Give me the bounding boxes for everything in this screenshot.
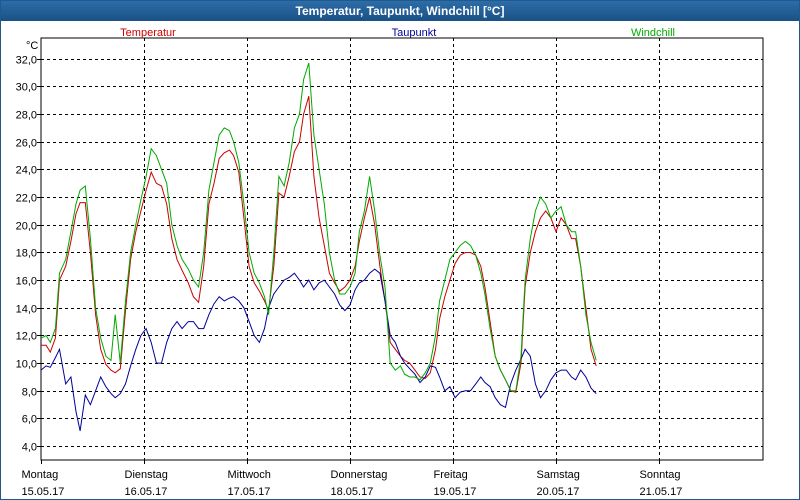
x-tick-day-label: Samstag bbox=[537, 469, 580, 481]
plot-area: 4,0 6,0 8,0 10,0 12,0 14,0 16,0 18,0 20,0 22,0 24,… bbox=[1, 22, 799, 499]
y-tick-label: 16,0 bbox=[16, 276, 37, 288]
legend-entry-temperatur: Temperatur bbox=[120, 27, 176, 39]
y-tick-label: 32,0 bbox=[16, 55, 37, 67]
series-line-taupunkt bbox=[41, 268, 597, 432]
y-tick-label: 18,0 bbox=[16, 248, 37, 260]
y-tick-label: 14,0 bbox=[16, 304, 37, 316]
x-tick-day-label: Freitag bbox=[434, 469, 468, 481]
legend-entry-windchill: Windchill bbox=[631, 27, 675, 39]
y-tick-label: 20,0 bbox=[16, 221, 37, 233]
x-tick-day-label: Sonntag bbox=[640, 469, 681, 481]
y-tick-label: 24,0 bbox=[16, 165, 37, 177]
y-tick-label: 30,0 bbox=[16, 82, 37, 94]
y-tick-label: 28,0 bbox=[16, 110, 37, 122]
x-tick-day-label: Montag bbox=[22, 469, 59, 481]
x-tick-date-label: 21.05.17 bbox=[640, 486, 683, 498]
x-tick-date-label: 17.05.17 bbox=[228, 486, 271, 498]
series-line-windchill bbox=[41, 62, 597, 392]
x-tick-date-label: 19.05.17 bbox=[434, 486, 477, 498]
x-tick-day-label: Donnerstag bbox=[331, 469, 388, 481]
y-tick-label: 4,0 bbox=[22, 442, 37, 454]
y-tick-label: 26,0 bbox=[16, 138, 37, 150]
y-tick-label: 12,0 bbox=[16, 331, 37, 343]
plot-frame bbox=[40, 37, 764, 461]
y-tick-label: 22,0 bbox=[16, 193, 37, 205]
x-tick-date-label: 18.05.17 bbox=[331, 486, 374, 498]
y-tick-label: 6,0 bbox=[22, 414, 37, 426]
x-tick-date-label: 20.05.17 bbox=[537, 486, 580, 498]
chart-title: Temperatur, Taupunkt, Windchill [°C] bbox=[1, 1, 799, 21]
x-tick-day-label: Dienstag bbox=[125, 469, 168, 481]
y-tick-label: 8,0 bbox=[22, 387, 37, 399]
x-tick-day-label: Mittwoch bbox=[228, 469, 271, 481]
legend-entry-taupunkt: Taupunkt bbox=[392, 27, 437, 39]
y-axis-unit: °C bbox=[26, 40, 38, 52]
y-tick-label: 10,0 bbox=[16, 359, 37, 371]
line-chart: 4,0 6,0 8,0 10,0 12,0 14,0 16,0 18,0 20,0 22,0 24,… bbox=[16, 27, 764, 498]
x-tick-date-label: 16.05.17 bbox=[125, 486, 168, 498]
x-tick-date-label: 15.05.17 bbox=[22, 486, 65, 498]
